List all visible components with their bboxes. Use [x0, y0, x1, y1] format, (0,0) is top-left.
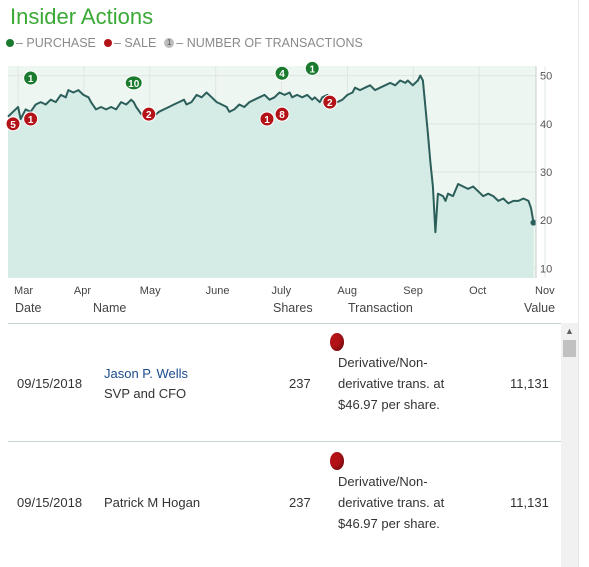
- page-title: Insider Actions: [10, 4, 154, 29]
- purchase-marker-count: 1: [309, 64, 315, 75]
- table-row: 09/15/2018 Patrick M Hogan 237 Derivativ…: [0, 442, 561, 561]
- sale-marker: [274, 106, 290, 122]
- sale-marker: [5, 116, 21, 132]
- legend-purchase: – PURCHASE: [6, 36, 96, 50]
- y-tick-label: 40: [540, 119, 552, 131]
- header-divider: [8, 323, 561, 324]
- y-tick-label: 20: [540, 215, 552, 227]
- sale-marker-count: 1: [264, 115, 270, 126]
- x-tick-label: Sep: [403, 285, 423, 297]
- y-tick-label: 30: [540, 167, 552, 179]
- column-value: Value: [524, 301, 556, 315]
- purchase-marker-count: 4: [279, 69, 285, 80]
- price-chart: 10 20 30 40 50 Mar Apr May June July Aug Sep Oct Nov 1…: [5, 60, 555, 297]
- row-date: 09/15/2018: [17, 376, 83, 391]
- scroll-up-arrow-icon[interactable]: ▲: [565, 326, 574, 336]
- sale-marker: [259, 111, 275, 127]
- sale-marker-count: 5: [10, 120, 16, 131]
- chart-legend: – PURCHASE – SALE 1 – NUMBER OF TRANSACT…: [6, 35, 371, 51]
- legend-sale: – SALE: [103, 36, 157, 50]
- sale-marker-count: 1: [28, 115, 34, 126]
- legend-sale-label: – SALE: [113, 36, 157, 50]
- column-name: Name: [93, 301, 127, 315]
- sale-marker: [322, 94, 338, 110]
- price-line: [7, 74, 535, 234]
- row-transaction: Derivative/Non-derivative trans. at $46.…: [338, 474, 445, 531]
- transactions-table: 09/15/2018 Jason P. Wells SVP and CFO 23…: [0, 323, 561, 567]
- sale-marker-count: 2: [327, 98, 333, 109]
- sale-marker-count: 2: [146, 110, 152, 121]
- sale-dot-icon: [103, 39, 112, 47]
- purchase-marker: [124, 75, 143, 91]
- column-date: Date: [15, 301, 42, 315]
- sale-marker: [23, 111, 39, 127]
- legend-transactions: 1 – NUMBER OF TRANSACTIONS: [164, 36, 363, 50]
- y-tick-label: 10: [540, 263, 552, 275]
- insider-name: Patrick M Hogan: [104, 495, 201, 510]
- x-tick-label: May: [140, 285, 161, 297]
- x-tick-label: July: [272, 285, 292, 297]
- row-shares: 237: [289, 495, 311, 510]
- x-tick-label: June: [206, 285, 230, 297]
- row-value: 11,131: [510, 495, 549, 510]
- column-shares: Shares: [273, 301, 313, 315]
- row-transaction: Derivative/Non-derivative trans. at $46.…: [338, 355, 445, 412]
- legend-purchase-label: – PURCHASE: [16, 36, 96, 50]
- table-row: 09/15/2018 Jason P. Wells SVP and CFO 23…: [0, 323, 561, 442]
- x-tick-label: Nov: [535, 285, 555, 297]
- table-scrollbar[interactable]: ▲: [561, 323, 578, 567]
- purchase-marker-count: 1: [28, 74, 34, 85]
- sale-marker-icon: [330, 333, 344, 351]
- panel-right-border: [578, 0, 579, 567]
- transaction-count-badge-icon: 1: [164, 38, 175, 48]
- purchase-marker: [23, 70, 39, 86]
- column-transaction: Transaction: [348, 301, 413, 315]
- table-header: Date Name Shares Transaction Value: [0, 301, 566, 321]
- sale-marker-icon: [330, 452, 344, 470]
- y-tick-label: 50: [540, 71, 552, 83]
- row-date: 09/15/2018: [17, 495, 83, 510]
- row-shares: 237: [289, 376, 311, 391]
- scrollbar-thumb[interactable]: [563, 340, 576, 357]
- last-price-dot: [530, 219, 537, 226]
- x-tick-label: Oct: [469, 285, 486, 297]
- x-tick-label: Aug: [337, 285, 357, 297]
- insider-title: SVP and CFO: [104, 386, 187, 401]
- purchase-marker: [304, 60, 320, 76]
- insider-name-link[interactable]: Jason P. Wells: [104, 366, 189, 381]
- sale-marker: [141, 106, 157, 122]
- price-area: [8, 75, 534, 278]
- purchase-dot-icon: [6, 39, 14, 47]
- purchase-marker-count: 10: [128, 79, 140, 90]
- sale-marker-count: 8: [279, 110, 285, 121]
- x-tick-label: Apr: [74, 285, 91, 297]
- purchase-marker: [274, 65, 290, 81]
- row-divider: [8, 441, 561, 442]
- row-value: 11,131: [510, 376, 549, 391]
- legend-transactions-label: – NUMBER OF TRANSACTIONS: [176, 36, 363, 50]
- x-tick-label: Mar: [14, 285, 33, 297]
